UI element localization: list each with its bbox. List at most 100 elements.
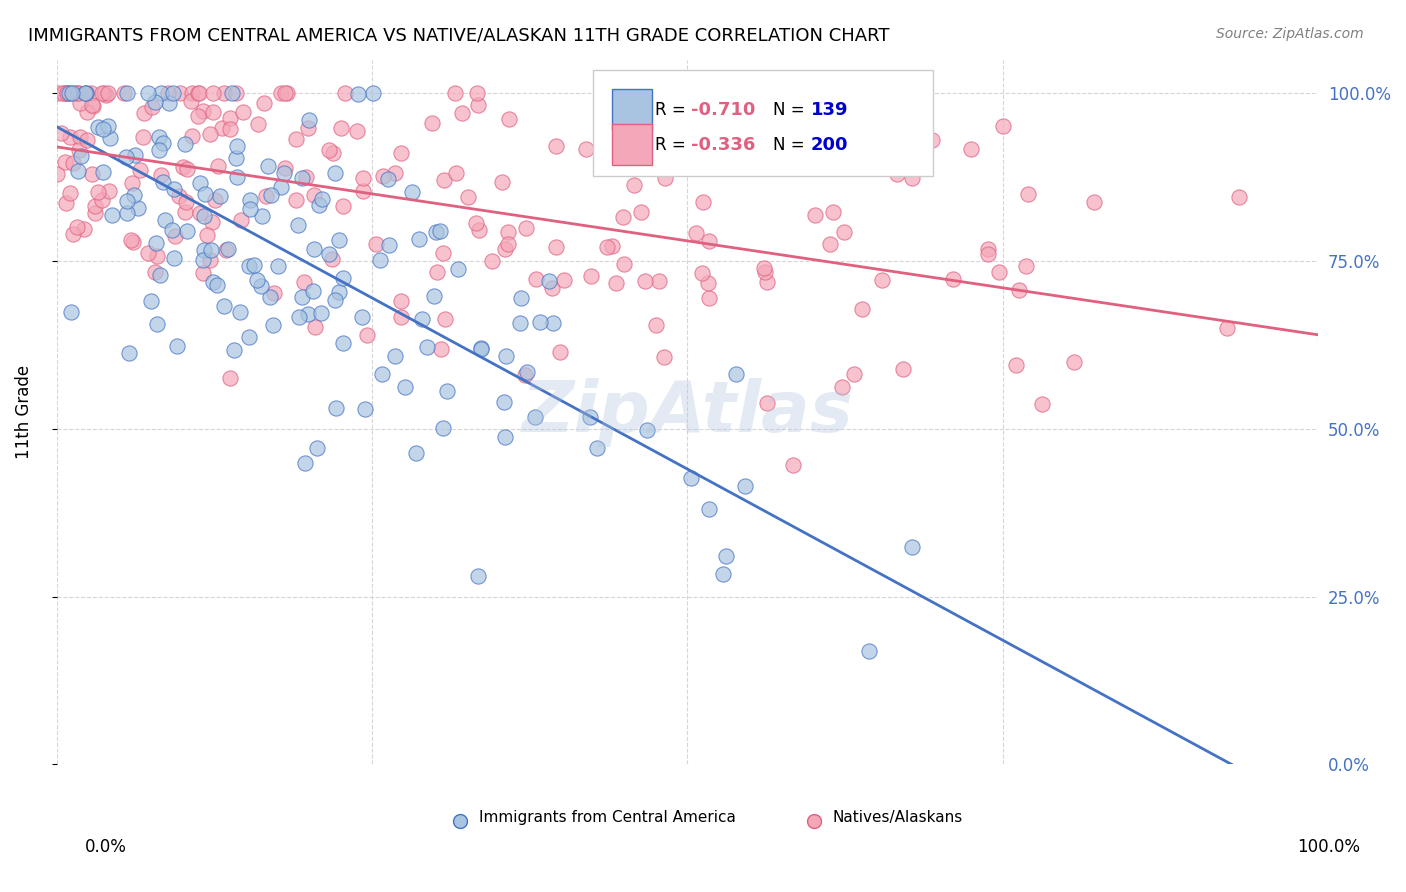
- FancyBboxPatch shape: [612, 89, 652, 130]
- Point: [80, 168, 103, 182]
- Point: [82, 98, 104, 112]
- Point: [494, 395, 516, 409]
- Point: [262, 318, 284, 332]
- Point: [194, 186, 217, 201]
- Text: IMMIGRANTS FROM CENTRAL AMERICA VS NATIVE/ALASKAN 11TH GRADE CORRELATION CHART: IMMIGRANTS FROM CENTRAL AMERICA VS NATIV…: [28, 27, 890, 45]
- Point: [136, 86, 159, 100]
- Point: [470, 343, 492, 357]
- Point: [991, 119, 1014, 133]
- Point: [523, 409, 546, 424]
- Point: [368, 252, 391, 267]
- Point: [467, 569, 489, 583]
- Point: [1008, 284, 1031, 298]
- Point: [115, 194, 138, 208]
- Point: [697, 235, 720, 249]
- Point: [516, 365, 538, 379]
- Point: [149, 268, 172, 282]
- Point: [112, 86, 135, 100]
- Point: [1015, 260, 1038, 274]
- Point: [93, 86, 115, 100]
- Point: [115, 86, 138, 100]
- Point: [498, 112, 520, 126]
- Point: [330, 121, 353, 136]
- Point: [553, 273, 575, 287]
- Point: [232, 104, 254, 119]
- Point: [444, 86, 467, 100]
- Point: [65, 86, 87, 100]
- Point: [169, 86, 191, 100]
- Point: [297, 121, 319, 136]
- Point: [149, 86, 172, 100]
- Point: [51, 126, 73, 140]
- Point: [225, 170, 247, 185]
- Point: [496, 237, 519, 252]
- Point: [685, 226, 707, 240]
- Text: Natives/Alaskans: Natives/Alaskans: [832, 810, 963, 825]
- Point: [301, 285, 323, 299]
- Point: [273, 165, 295, 179]
- Text: Immigrants from Central America: Immigrants from Central America: [479, 810, 737, 825]
- Point: [146, 249, 169, 263]
- Point: [172, 160, 194, 174]
- Point: [124, 187, 146, 202]
- Point: [165, 229, 187, 244]
- Point: [318, 144, 340, 158]
- Point: [328, 234, 350, 248]
- Point: [247, 116, 270, 130]
- Point: [67, 164, 90, 178]
- Point: [494, 242, 516, 256]
- Point: [332, 199, 354, 213]
- Point: [257, 159, 280, 173]
- Point: [636, 423, 658, 437]
- Point: [246, 273, 269, 287]
- Point: [465, 216, 488, 230]
- Point: [600, 239, 623, 253]
- Point: [118, 346, 141, 360]
- Point: [238, 329, 260, 343]
- Point: [370, 367, 392, 381]
- Point: [494, 430, 516, 444]
- Point: [987, 265, 1010, 279]
- Point: [98, 131, 121, 145]
- Point: [215, 244, 238, 258]
- Point: [132, 105, 155, 120]
- Point: [75, 86, 97, 100]
- Point: [225, 151, 247, 165]
- Point: [977, 242, 1000, 256]
- FancyBboxPatch shape: [612, 125, 652, 165]
- Point: [291, 290, 314, 304]
- Point: [1063, 355, 1085, 369]
- Point: [384, 349, 406, 363]
- Point: [537, 274, 560, 288]
- Point: [166, 339, 188, 353]
- Point: [361, 86, 384, 100]
- Point: [1227, 190, 1250, 204]
- Point: [267, 259, 290, 273]
- Point: [243, 258, 266, 272]
- Point: [163, 252, 186, 266]
- Point: [755, 396, 778, 410]
- Point: [75, 86, 97, 100]
- Point: [959, 141, 981, 155]
- Point: [231, 212, 253, 227]
- Point: [510, 291, 533, 305]
- Point: [56, 86, 79, 100]
- Point: [384, 166, 406, 180]
- Point: [114, 150, 136, 164]
- Point: [70, 149, 93, 163]
- Point: [803, 811, 825, 825]
- Point: [188, 176, 211, 190]
- Point: [202, 86, 225, 100]
- Point: [652, 350, 675, 364]
- Point: [429, 224, 451, 238]
- Point: [820, 237, 842, 252]
- Point: [219, 371, 242, 385]
- Point: [389, 310, 412, 325]
- Point: [252, 210, 274, 224]
- Point: [645, 318, 668, 332]
- Point: [201, 215, 224, 229]
- Point: [145, 236, 167, 251]
- Point: [285, 132, 308, 146]
- Point: [389, 145, 412, 160]
- Point: [181, 128, 204, 143]
